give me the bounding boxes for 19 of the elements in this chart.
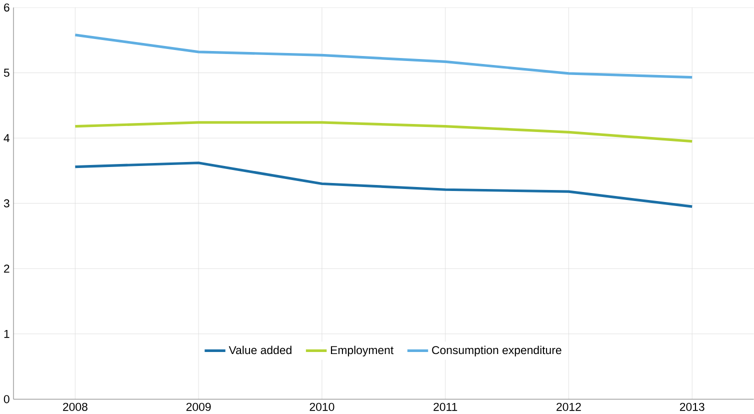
legend-label: Employment — [330, 346, 394, 356]
x-tick-label: 2008 — [63, 402, 88, 411]
y-tick-label: 2 — [4, 264, 10, 272]
y-tick-label: 3 — [4, 199, 10, 208]
y-tick-label: 1 — [4, 330, 10, 338]
line-series — [74, 33, 694, 78]
x-tick-label: 2009 — [186, 402, 211, 411]
y-tick-label: 4 — [4, 134, 10, 142]
y-tick-label: 5 — [4, 68, 10, 77]
x-tick-label: 2013 — [680, 402, 704, 411]
line-series — [74, 161, 694, 208]
legend-label: Value added — [228, 346, 292, 354]
y-tick-label: 0 — [4, 394, 10, 404]
legend-label: Consumption expenditure — [432, 346, 562, 356]
x-tick-label: 2010 — [310, 402, 334, 411]
x-tick-label: 2011 — [434, 402, 458, 411]
x-tick-label: 2012 — [556, 402, 581, 411]
line-series — [74, 120, 694, 142]
y-tick-label: 6 — [4, 3, 10, 12]
